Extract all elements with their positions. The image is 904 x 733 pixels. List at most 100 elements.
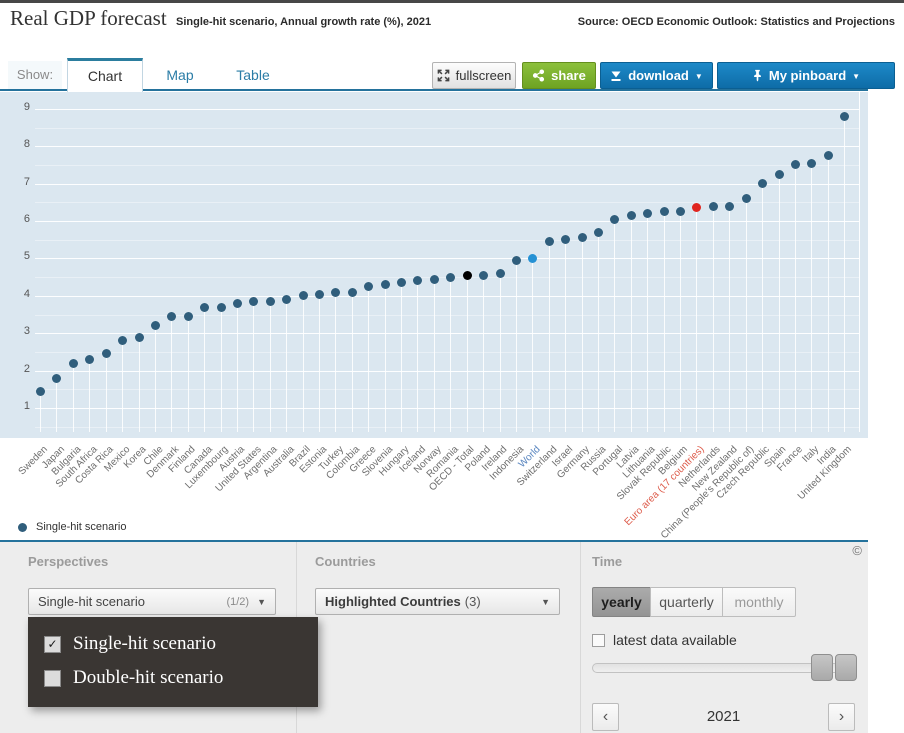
data-point[interactable] — [347, 287, 357, 297]
data-point[interactable] — [610, 214, 620, 224]
fullscreen-button[interactable]: fullscreen — [432, 62, 516, 89]
download-button[interactable]: download ▼ — [600, 62, 713, 89]
dropline — [269, 304, 271, 432]
latest-data-checkbox-row[interactable]: latest data available — [592, 632, 737, 648]
perspective-option[interactable]: ✓ Single-hit scenario — [28, 627, 318, 661]
data-point[interactable] — [134, 332, 144, 342]
show-label: Show: — [8, 61, 62, 89]
share-button[interactable]: share — [522, 62, 596, 89]
data-point[interactable] — [544, 237, 554, 247]
data-point[interactable] — [511, 255, 521, 265]
fullscreen-icon — [437, 69, 450, 82]
data-point[interactable] — [446, 272, 456, 282]
tab-map[interactable]: Map — [166, 67, 194, 83]
data-point[interactable] — [790, 160, 800, 170]
data-point[interactable] — [659, 207, 669, 217]
data-point[interactable] — [528, 253, 538, 263]
page-top-divider — [0, 0, 904, 3]
dropline — [565, 242, 567, 432]
data-point[interactable] — [397, 278, 406, 288]
data-point[interactable] — [150, 321, 160, 331]
countries-select[interactable]: Highlighted Countries (3) ▼ — [315, 588, 560, 615]
y-axis-tick: 9 — [23, 100, 30, 113]
data-point[interactable] — [298, 291, 308, 301]
dropline — [827, 158, 829, 432]
time-slider-handle-end[interactable] — [835, 654, 857, 681]
dropline — [466, 278, 468, 432]
dropline — [89, 362, 91, 432]
time-mode-quarterly[interactable]: quarterly — [650, 587, 723, 617]
year-label: 2021 — [706, 708, 741, 725]
data-point[interactable] — [758, 179, 767, 189]
data-point[interactable] — [643, 209, 653, 218]
data-point[interactable] — [725, 201, 735, 211]
source-label: Source: OECD Economic Outlook: Statistic… — [577, 16, 895, 28]
data-point[interactable] — [823, 151, 833, 161]
dropline — [286, 302, 288, 432]
data-point[interactable] — [183, 311, 193, 321]
data-point[interactable] — [101, 349, 111, 359]
data-point[interactable] — [462, 270, 472, 280]
x-axis-labels: Sweden Japan Bulgaria South Africa Costa Ric… — [0, 438, 868, 541]
y-axis-tick: 2 — [23, 362, 30, 375]
data-point[interactable] — [167, 311, 177, 321]
data-point[interactable] — [232, 298, 242, 308]
data-point[interactable] — [52, 373, 62, 383]
checkbox-checked-icon[interactable]: ✓ — [44, 635, 61, 653]
data-point[interactable] — [593, 227, 603, 237]
y-axis-tick: 3 — [23, 325, 30, 338]
dropline — [433, 282, 435, 432]
data-point[interactable] — [807, 158, 817, 168]
gridline — [35, 426, 859, 428]
data-point[interactable] — [692, 203, 702, 213]
time-mode-monthly[interactable]: monthly — [722, 587, 796, 617]
year-next-button[interactable]: › — [828, 703, 855, 731]
countries-selected-value: Highlighted Countries — [325, 594, 461, 609]
data-point[interactable] — [708, 201, 718, 211]
checkbox-unchecked-icon[interactable] — [44, 669, 61, 687]
data-point[interactable] — [774, 169, 784, 179]
data-point[interactable] — [413, 276, 423, 286]
data-point[interactable] — [315, 289, 324, 299]
data-point[interactable] — [85, 354, 95, 364]
data-point[interactable] — [561, 235, 571, 245]
dropline — [56, 381, 58, 432]
y-axis-tick: 6 — [23, 213, 30, 225]
data-point[interactable] — [380, 280, 390, 290]
data-point[interactable] — [331, 287, 341, 297]
perspective-option[interactable]: Double-hit scenario — [28, 661, 318, 695]
data-point[interactable] — [36, 386, 45, 396]
plot-area: 1 2 3 4 5 6 7 8 9 — [0, 92, 868, 438]
data-point[interactable] — [495, 268, 505, 278]
dropline — [729, 209, 731, 432]
time-slider-handle-start[interactable] — [811, 654, 833, 681]
year-prev-button[interactable]: ‹ — [592, 703, 619, 731]
pinboard-button[interactable]: My pinboard ▼ — [717, 62, 895, 89]
data-point[interactable] — [216, 302, 226, 312]
data-point[interactable] — [282, 295, 292, 305]
data-point[interactable] — [626, 210, 636, 220]
dropline — [384, 287, 386, 432]
data-point[interactable] — [200, 302, 210, 312]
data-point[interactable] — [479, 270, 489, 280]
data-point[interactable] — [118, 336, 127, 346]
perspectives-select[interactable]: Single-hit scenario (1/2) ▼ — [28, 588, 276, 615]
data-point[interactable] — [364, 282, 374, 291]
checkbox-icon[interactable] — [592, 633, 605, 647]
data-point[interactable] — [577, 233, 587, 243]
data-point[interactable] — [265, 296, 275, 306]
data-point[interactable] — [68, 358, 78, 368]
page-title: Real GDP forecast — [10, 6, 167, 30]
share-icon — [532, 69, 545, 82]
data-point[interactable] — [429, 274, 439, 284]
copyright-icon[interactable]: © — [852, 543, 862, 558]
data-point[interactable] — [676, 207, 685, 217]
data-point[interactable] — [249, 296, 259, 306]
perspectives-counter: (1/2) — [226, 595, 250, 608]
dropline — [171, 319, 173, 432]
tab-chart[interactable]: Chart — [67, 58, 143, 92]
data-point[interactable] — [840, 111, 850, 121]
tab-table[interactable]: Table — [236, 67, 270, 83]
data-point[interactable] — [741, 194, 751, 204]
time-mode-yearly[interactable]: yearly — [592, 587, 651, 617]
